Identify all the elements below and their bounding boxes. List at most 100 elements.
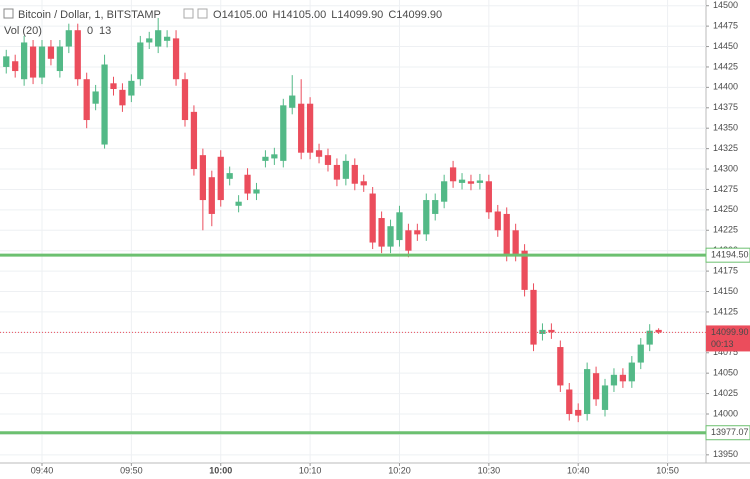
candle-body (137, 42, 144, 80)
candle-body (351, 164, 358, 184)
candle-body (65, 30, 72, 47)
candle-body (610, 374, 618, 386)
candle-body (512, 230, 519, 255)
y-tick-label: 14050 (713, 368, 738, 378)
x-tick-label: 09:40 (31, 465, 54, 475)
candle-body (405, 230, 412, 251)
y-tick-label: 14250 (713, 204, 738, 214)
candle-body (315, 150, 323, 157)
candle-body (494, 211, 501, 231)
candle-body (628, 362, 635, 382)
candle-body (38, 46, 46, 78)
candle-body (557, 347, 564, 386)
candle-body (566, 389, 573, 415)
candle-body (306, 103, 314, 153)
candle-body (637, 344, 644, 363)
y-tick-label: 14475 (713, 21, 738, 31)
ohlc-value: 14105.00 (280, 9, 326, 21)
x-tick-label: 10:30 (478, 465, 501, 475)
y-tick-label: 14500 (713, 0, 738, 10)
close-icon[interactable] (197, 8, 208, 19)
y-tick-label: 13950 (713, 449, 738, 459)
candle-body (128, 80, 135, 96)
y-tick-label: 14125 (713, 306, 738, 316)
volume-ma-value: 13 (99, 25, 111, 37)
candle-body (271, 154, 278, 159)
y-tick-label: 14350 (713, 123, 738, 133)
candle-body (387, 226, 394, 247)
candle-body (280, 105, 287, 161)
y-tick-label: 14150 (713, 286, 738, 296)
x-tick-label: 10:40 (567, 465, 590, 475)
candle-body (199, 155, 206, 201)
y-tick-label: 14275 (713, 184, 738, 194)
candle-body (56, 46, 64, 72)
candle-body (163, 36, 171, 41)
ohlc-key: L (331, 9, 337, 21)
price-label: 14194.50 (711, 250, 749, 260)
candle-body (449, 167, 457, 182)
candle-body (575, 409, 582, 416)
y-tick-label: 14400 (713, 82, 738, 92)
candle-body (655, 329, 662, 333)
x-tick-label: 10:10 (299, 465, 322, 475)
candle-body (3, 56, 10, 67)
candle-body (396, 212, 403, 241)
candle-body (548, 329, 555, 333)
y-tick-label: 14075 (713, 347, 738, 357)
candle-body (83, 79, 90, 121)
ohlc-key: O (213, 9, 222, 21)
candle-body (592, 373, 600, 400)
candle-body (476, 180, 484, 183)
candle-body (414, 230, 421, 235)
candle-body (235, 201, 242, 206)
y-tick-label: 14175 (713, 265, 738, 275)
candle-body (619, 374, 627, 382)
x-tick-label: 10:00 (209, 465, 232, 475)
candle-body (369, 193, 376, 243)
candle-body (12, 61, 19, 72)
candle-body (360, 181, 367, 186)
candle-body (47, 46, 55, 59)
last-price-label: 14099.90 (711, 327, 749, 337)
y-tick-label: 14025 (713, 388, 738, 398)
candle-body (530, 289, 537, 345)
candle-body (467, 181, 475, 184)
y-tick-label: 14300 (713, 163, 738, 173)
candle-body (289, 95, 296, 108)
countdown-label: 00:13 (711, 339, 734, 349)
candle-body (584, 369, 591, 415)
candle-body (539, 329, 546, 334)
candle-body (432, 200, 439, 214)
candle-body (423, 200, 430, 235)
settings-icon[interactable] (183, 8, 194, 19)
candle-body (324, 155, 332, 165)
collapse-icon[interactable] (3, 8, 14, 19)
y-tick-label: 14450 (713, 41, 738, 51)
volume-value: 0 (87, 25, 93, 37)
ohlc-value: 14105.00 (222, 9, 268, 21)
candle-body (262, 156, 269, 161)
candle-body (190, 111, 198, 170)
candle-body (155, 30, 162, 47)
candle-body (146, 38, 153, 43)
price-label-box (705, 247, 750, 263)
candle-body (244, 174, 251, 194)
candle-body (181, 79, 189, 121)
candle-body (217, 156, 224, 201)
candle-body (601, 385, 609, 410)
ohlc-key: H (272, 9, 280, 21)
candle-body (226, 173, 233, 179)
candle-body (521, 250, 528, 290)
candle-body (298, 103, 305, 153)
candle-body (74, 30, 81, 80)
candle-body (646, 330, 653, 345)
x-tick-label: 10:20 (388, 465, 411, 475)
y-tick-label: 14375 (713, 102, 738, 112)
candle-body (333, 164, 341, 180)
y-tick-label: 14425 (713, 61, 738, 71)
candle-body (503, 213, 510, 255)
candle-body (110, 83, 117, 90)
symbol-title: Bitcoin / Dollar, 1, BITSTAMP (18, 9, 161, 21)
candle-body (441, 181, 448, 202)
